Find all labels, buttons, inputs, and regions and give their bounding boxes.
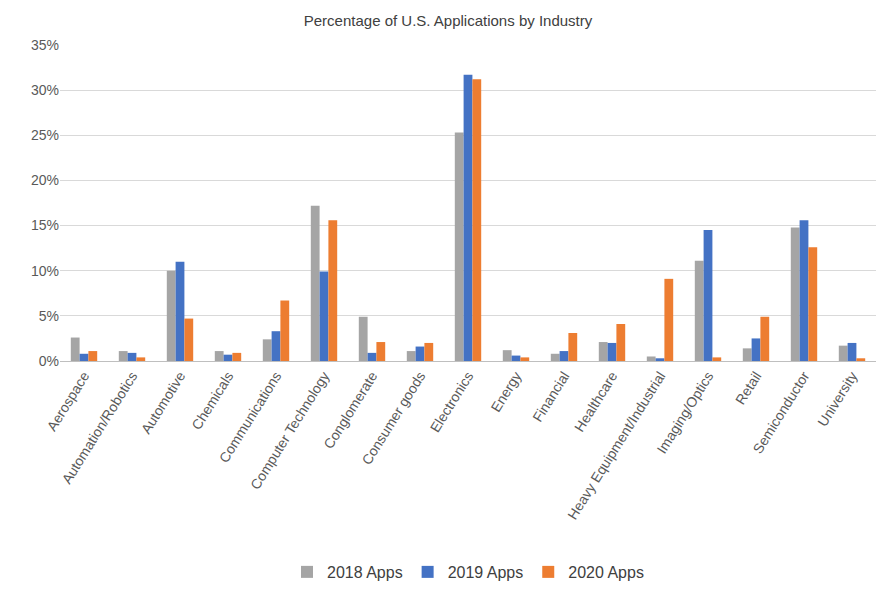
svg-text:Consumer goods: Consumer goods	[358, 369, 428, 468]
svg-text:0%: 0%	[39, 353, 59, 369]
svg-text:Percentage of U.S. Application: Percentage of U.S. Applications by Indus…	[304, 12, 593, 29]
svg-text:2019 Apps: 2019 Apps	[448, 564, 524, 581]
svg-text:25%: 25%	[31, 127, 59, 143]
svg-text:Electronics: Electronics	[427, 369, 477, 436]
svg-text:Communications: Communications	[216, 369, 285, 466]
svg-text:Automation/Robotics: Automation/Robotics	[58, 369, 140, 487]
svg-text:Conglomerate: Conglomerate	[320, 368, 380, 451]
svg-text:35%: 35%	[31, 37, 59, 53]
svg-text:Imaging/Optics: Imaging/Optics	[653, 369, 716, 457]
svg-text:Retail: Retail	[732, 369, 765, 408]
svg-text:Computer Technology: Computer Technology	[247, 369, 333, 493]
svg-text:Aerospace: Aerospace	[43, 368, 92, 433]
svg-text:30%: 30%	[31, 82, 59, 98]
svg-text:15%: 15%	[31, 217, 59, 233]
svg-text:10%: 10%	[31, 263, 59, 279]
svg-text:Automotive: Automotive	[138, 368, 189, 436]
svg-text:Semiconductor: Semiconductor	[749, 368, 812, 456]
svg-text:5%: 5%	[39, 308, 59, 324]
svg-text:University: University	[814, 369, 860, 430]
svg-text:2020 Apps: 2020 Apps	[568, 564, 644, 581]
svg-text:2018 Apps: 2018 Apps	[327, 564, 403, 581]
svg-text:Healthcare: Healthcare	[571, 368, 621, 434]
svg-text:Financial: Financial	[529, 369, 572, 425]
svg-text:Energy: Energy	[487, 369, 524, 415]
svg-text:Heavy Equipment/Industrial: Heavy Equipment/Industrial	[564, 369, 668, 523]
svg-text:20%: 20%	[31, 172, 59, 188]
svg-text:Chemicals: Chemicals	[188, 369, 236, 433]
